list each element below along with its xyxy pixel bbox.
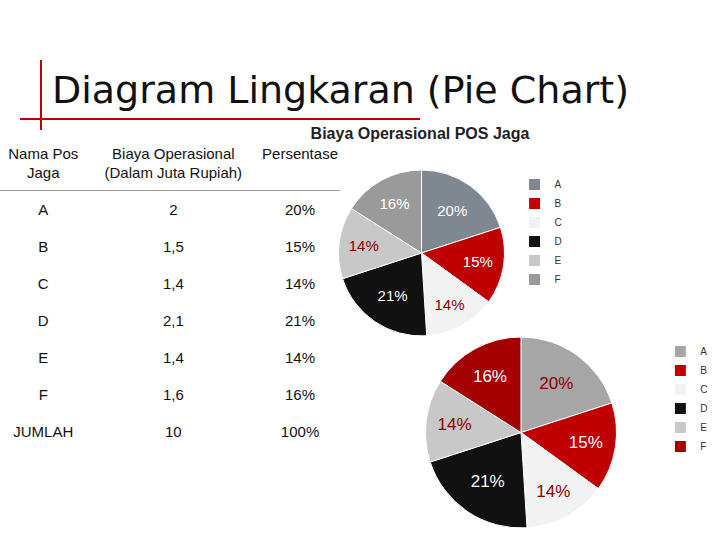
- svg-text:16%: 16%: [379, 195, 409, 212]
- html-text:14%: 14%: [285, 349, 316, 366]
- html-text:20%: 20%: [285, 201, 316, 218]
- html-text:15%: 15%: [285, 238, 316, 255]
- html-text:B: B: [38, 238, 49, 255]
- html-text:21%: 21%: [285, 312, 316, 329]
- html-text:2: 2: [169, 201, 178, 218]
- svg-text:20%: 20%: [437, 202, 467, 219]
- html-text:D: D: [37, 312, 49, 329]
- svg-text:21%: 21%: [471, 472, 505, 491]
- html-text:16%: 16%: [285, 386, 316, 403]
- html-text:F: F: [38, 386, 48, 403]
- svg-text:F: F: [700, 441, 706, 452]
- svg-text:B: B: [555, 198, 562, 209]
- html-text:Biaya Operasional POS Jaga: Biaya Operasional POS Jaga: [310, 125, 530, 142]
- html-text:1,6: 1,6: [162, 386, 184, 403]
- svg-text:A: A: [555, 179, 562, 190]
- html-text:Persentase: Persentase: [262, 145, 338, 162]
- svg-text:14%: 14%: [349, 237, 379, 254]
- html-text:Diagram Lingkaran (Pie Chart): Diagram Lingkaran (Pie Chart): [52, 68, 629, 112]
- html-text:1,4: 1,4: [162, 349, 184, 366]
- html-text:Biaya Operasional (Dalam Juta: Biaya Operasional (Dalam Juta Rupiah): [104, 145, 243, 181]
- html-text:10: 10: [165, 423, 182, 440]
- svg-text:C: C: [700, 384, 707, 395]
- svg-text:D: D: [555, 236, 562, 247]
- svg-text:14%: 14%: [435, 296, 465, 313]
- svg-text:E: E: [555, 255, 562, 266]
- svg-text:C: C: [555, 217, 562, 228]
- html-text:JUMLAH: JUMLAH: [13, 423, 74, 440]
- html-text:2,1: 2,1: [162, 312, 184, 329]
- html-text:1,4: 1,4: [162, 275, 184, 292]
- svg-text:15%: 15%: [569, 433, 603, 452]
- svg-text:15%: 15%: [463, 253, 493, 270]
- svg-text:A: A: [700, 346, 707, 357]
- svg-text:F: F: [555, 274, 561, 285]
- html-text:C: C: [37, 275, 49, 292]
- html-text:A: A: [38, 201, 49, 218]
- svg-text:B: B: [700, 365, 707, 376]
- svg-text:14%: 14%: [438, 415, 472, 434]
- svg-text:D: D: [700, 403, 707, 414]
- svg-text:14%: 14%: [536, 482, 570, 501]
- svg-text:16%: 16%: [473, 367, 507, 386]
- html-text:E: E: [38, 349, 49, 366]
- html-text:1,5: 1,5: [162, 238, 184, 255]
- html-text:14%: 14%: [285, 275, 316, 292]
- svg-text:E: E: [700, 422, 707, 433]
- svg-text:21%: 21%: [378, 287, 408, 304]
- html-text:Nama Pos Jaga: Nama Pos Jaga: [8, 145, 79, 181]
- svg-text:20%: 20%: [539, 374, 573, 393]
- html-text:100%: 100%: [280, 423, 320, 440]
